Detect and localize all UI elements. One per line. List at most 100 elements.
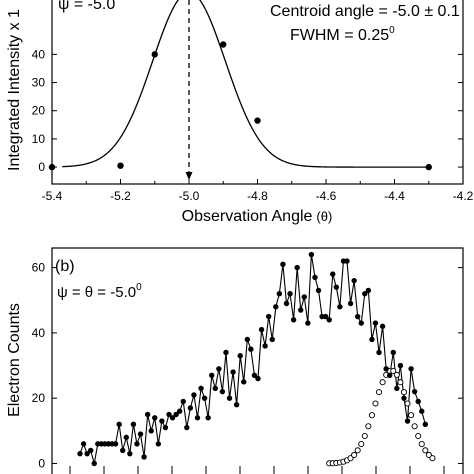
data-point-b [308,251,315,258]
centroid-annotation: Centroid angle = -5.0 ± 0.1 [270,3,460,20]
x-axis-label-symbol: (θ) [316,209,332,224]
data-point-b [330,271,336,277]
panel-a-points [48,41,432,171]
data-point-b [198,385,204,392]
data-point-b [415,398,421,405]
open-point-b [379,379,386,386]
y-tick-label-a: 20 [32,104,46,118]
data-point-b [127,450,133,457]
x-tick-label-a: -4.4 [384,189,405,203]
data-point-b [116,421,122,427]
data-point-b [344,258,350,264]
open-point-b [404,400,411,407]
data-point-b [376,349,382,356]
y-tick-label-a: 30 [32,76,46,90]
panel-b-ticks: 0 20 40 60 [32,261,463,474]
data-point-b [130,421,137,427]
y-axis-label-b: Electron Counts [6,303,23,417]
data-point-a [151,51,158,58]
y-tick-label-a: 40 [32,47,46,61]
data-point-b [205,415,211,421]
data-point-b [241,379,247,385]
y-tick-label-b: 20 [32,391,46,405]
data-point-b [226,395,233,401]
psi-theta-annotation: ψ = θ = -5.00 [57,282,142,301]
data-point-b [144,411,151,418]
data-point-b [230,369,236,375]
y-tick-label-b: 0 [38,456,45,470]
data-point-b [173,411,179,418]
psi-annotation: ψ = -5.0 [58,0,115,13]
y-axis-label-a: Integrated Intensity x 1 [6,9,23,171]
data-point-b [169,415,176,421]
open-point-b [397,379,404,386]
x-tick-label-a: -4.2 [453,189,474,203]
fit-curve [62,0,429,168]
data-point-b [269,336,275,343]
data-point-b [369,336,375,343]
data-point-b [287,291,293,297]
data-point-b [209,372,215,379]
data-point-b [337,304,343,310]
data-point-b [123,434,129,441]
data-point-b [372,320,379,326]
panel-a-frame [51,0,464,185]
open-point-b [422,447,429,454]
gaussian-open-points [326,367,436,467]
open-point-b [375,389,383,396]
data-point-b [283,300,290,307]
data-point-b [155,441,162,447]
open-point-b [351,451,358,459]
data-point-b [159,418,165,424]
centroid-arrowhead [185,172,193,180]
data-point-b [166,411,172,418]
data-point-b [419,408,425,414]
fwhm-superscript: 0 [389,25,395,36]
panel-b-frame [51,247,464,474]
x-tick-label-a: -4.8 [247,189,268,203]
x-tick-label-a: -5.0 [179,189,200,203]
open-point-b [361,432,368,440]
data-point-b [248,346,254,352]
data-point-a [254,117,261,124]
open-point-b [368,412,375,419]
data-point-b [273,304,279,310]
open-point-b [418,441,425,448]
data-point-b [180,398,186,405]
data-point-b [294,264,300,271]
open-point-b [415,432,422,440]
open-point-b [400,389,408,396]
x-axis-label: Observation Angle (θ) [182,208,333,225]
data-point-b [322,313,329,320]
panel-b-label: (b) [55,258,75,275]
open-point-b [365,423,372,430]
data-point-b [80,441,87,447]
data-point-b [84,450,90,457]
data-point-b [201,395,208,401]
data-point-a [220,41,227,48]
data-point-b [265,313,272,320]
y-tick-label-b: 60 [32,261,46,275]
data-point-b [290,317,297,323]
data-point-b [191,392,197,398]
x-tick-label-a: -5.2 [110,189,131,203]
counts-points [77,251,429,467]
data-point-b [258,326,265,333]
data-point-b [251,372,258,379]
open-point-b [429,455,436,462]
data-point-b [276,291,283,297]
data-point-b [112,441,119,447]
data-point-b [187,405,194,411]
data-point-b [379,323,386,330]
data-point-b [162,424,169,431]
data-point-b [280,261,286,268]
data-point-b [365,287,372,294]
data-point-b [326,317,332,323]
open-point-b [372,400,379,407]
panel-a: -5.4 -5.2 -5.0 -4.8 -4.6 -4.4 -4.2 0 10 20 30 40 ψ … [6,0,474,225]
data-point-b [411,388,418,395]
open-point-b [411,423,418,430]
data-point-b [351,277,357,284]
